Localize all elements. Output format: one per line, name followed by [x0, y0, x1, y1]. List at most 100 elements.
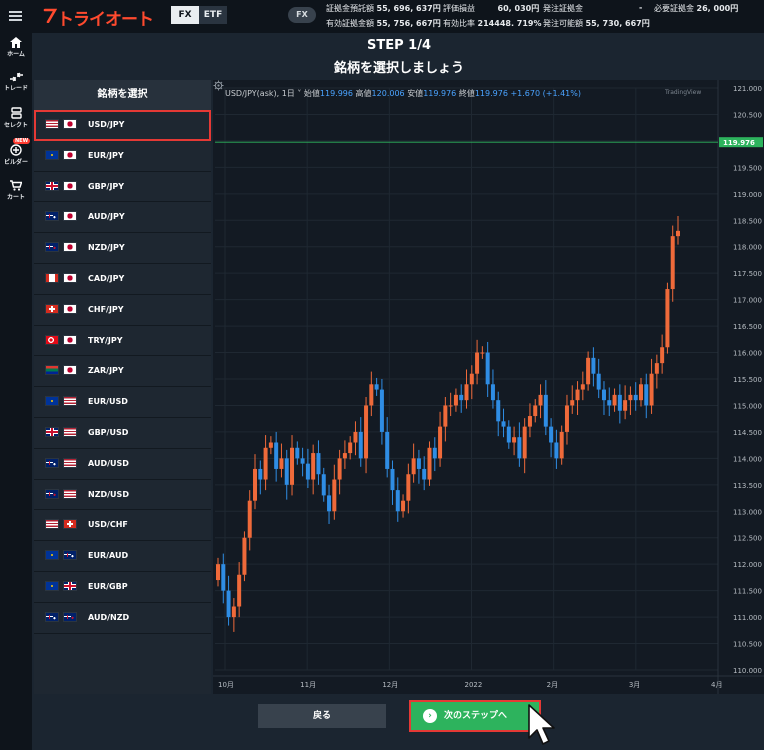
symbol-row-try-jpy[interactable]: TRY/JPY	[34, 326, 211, 357]
candle-body	[422, 468, 427, 480]
symbol-label: EUR/JPY	[88, 150, 124, 160]
symbol-row-zar-jpy[interactable]: ZAR/JPY	[34, 356, 211, 388]
candle-body	[321, 474, 326, 496]
required-margin-label: 必要証拠金	[654, 4, 694, 13]
x-tick-label: 3月	[629, 681, 640, 689]
flag-jp-icon	[63, 272, 77, 283]
candle-body	[670, 236, 675, 290]
tab-fx[interactable]: FX	[171, 6, 199, 24]
nav-trade[interactable]: トレード	[0, 72, 32, 92]
nav-cart[interactable]: カート	[0, 180, 32, 201]
y-tick-label: 115.500	[733, 376, 762, 384]
trade-icon	[9, 72, 23, 82]
candle-body	[268, 442, 273, 448]
candle-body	[654, 363, 659, 374]
y-tick-label: 114.500	[733, 429, 762, 437]
tradingview-brand: TradingView	[665, 89, 702, 96]
symbol-label: USD/JPY	[88, 120, 125, 129]
symbol-row-usd-jpy[interactable]: USD/JPY	[34, 110, 211, 141]
chart-ohlc-info: USD/JPY(ask), 1日 ˅ 始値119.996 高値120.006 安…	[225, 88, 581, 99]
low-label: 安値	[407, 89, 424, 98]
flag-jp-icon	[63, 119, 77, 129]
symbol-label: EUR/USD	[88, 397, 128, 407]
symbol-row-eur-aud[interactable]: EUR/AUD	[34, 541, 211, 572]
candle-body	[353, 431, 358, 443]
candle-body	[300, 458, 305, 464]
symbol-row-aud-usd[interactable]: AUD/USD	[34, 449, 211, 480]
left-nav: ホーム トレード セレクト NEW ビルダー カート	[0, 33, 32, 750]
symbol-label: NZD/JPY	[88, 243, 125, 253]
builder-icon	[10, 144, 22, 156]
x-tick-label: 11月	[300, 681, 316, 689]
flag-us-icon	[45, 519, 59, 530]
close-label: 終値	[458, 89, 475, 98]
candle-body	[226, 590, 231, 618]
y-tick-label: 119.500	[733, 164, 762, 172]
next-step-button[interactable]: › 次のステップへ	[409, 700, 541, 732]
close-value: 119.976	[474, 89, 508, 98]
select-icon	[10, 107, 22, 119]
candle-body	[284, 458, 289, 485]
symbol-row-eur-jpy[interactable]: EUR/JPY	[34, 141, 211, 172]
candle-body	[517, 437, 522, 459]
flag-tr-icon	[45, 334, 59, 345]
flag-ca-icon	[45, 272, 59, 283]
candle-body	[237, 574, 242, 607]
symbol-list-heading: 銘柄を選択	[34, 80, 211, 110]
order-margin-value: -	[639, 3, 643, 12]
candle-body	[660, 347, 665, 364]
candle-body	[591, 357, 596, 374]
fx-pill[interactable]: FX	[288, 7, 316, 23]
available-label: 発注可能額	[543, 19, 583, 28]
back-button[interactable]: 戻る	[258, 704, 386, 728]
symbol-label: TRY/JPY	[88, 335, 123, 345]
symbol-row-nzd-jpy[interactable]: NZD/JPY	[34, 233, 211, 264]
candle-body	[570, 400, 575, 406]
high-value: 120.006	[371, 89, 405, 98]
mouse-cursor-icon	[528, 704, 555, 745]
candle-body	[416, 458, 421, 469]
nav-builder[interactable]: NEW ビルダー	[0, 138, 32, 166]
candle-body	[411, 458, 416, 475]
account-row-2b: 有効比率 214448. 719%	[443, 18, 541, 29]
pl-value: 60, 030円	[497, 4, 540, 13]
symbol-row-eur-gbp[interactable]: EUR/GBP	[34, 572, 211, 603]
nav-select[interactable]: セレクト	[0, 107, 32, 129]
candle-body	[512, 437, 517, 443]
app-logo[interactable]: トライオート	[57, 10, 154, 30]
symbol-row-cad-jpy[interactable]: CAD/JPY	[34, 264, 211, 295]
low-value: 119.976	[423, 89, 457, 98]
account-row-1e: 必要証拠金 26, 000円	[654, 3, 738, 14]
price-chart[interactable]: 121.000120.500120.000119.500119.000118.5…	[213, 80, 764, 694]
symbol-row-gbp-usd[interactable]: GBP/USD	[34, 418, 211, 449]
symbol-row-aud-nzd[interactable]: AUD/NZD	[34, 603, 211, 634]
chart-symbol-label[interactable]: USD/JPY(ask), 1日	[225, 89, 295, 98]
menu-icon[interactable]	[9, 11, 22, 21]
chevron-down-icon[interactable]: ˅	[294, 89, 304, 98]
candle-body	[469, 373, 474, 385]
symbol-label: NZD/USD	[88, 489, 129, 499]
symbol-row-aud-jpy[interactable]: AUD/JPY	[34, 202, 211, 234]
y-tick-label: 116.000	[733, 350, 762, 358]
candle-body	[453, 394, 458, 406]
candle-body	[358, 431, 363, 459]
symbol-row-gbp-jpy[interactable]: GBP/JPY	[34, 172, 211, 203]
y-tick-label: 120.500	[733, 111, 762, 119]
nav-home[interactable]: ホーム	[0, 37, 32, 58]
flag-nz-icon	[45, 488, 59, 499]
gear-icon[interactable]	[213, 80, 224, 91]
tab-etf[interactable]: ETF	[199, 6, 227, 24]
chart-canvas[interactable]: 121.000120.500120.000119.500119.000118.5…	[213, 80, 764, 694]
candle-body	[533, 405, 538, 417]
mode-tabs: FX ETF	[171, 6, 227, 24]
symbol-row-chf-jpy[interactable]: CHF/JPY	[34, 295, 211, 326]
symbol-row-eur-usd[interactable]: EUR/USD	[34, 387, 211, 418]
x-tick-label: 2月	[547, 681, 558, 689]
y-tick-label: 113.000	[733, 508, 762, 516]
candle-body	[295, 447, 300, 459]
symbol-row-nzd-usd[interactable]: NZD/USD	[34, 480, 211, 511]
candle-body	[601, 389, 606, 401]
candle-body	[216, 564, 220, 581]
symbol-row-usd-chf[interactable]: USD/CHF	[34, 510, 211, 542]
candle-body	[374, 384, 379, 390]
